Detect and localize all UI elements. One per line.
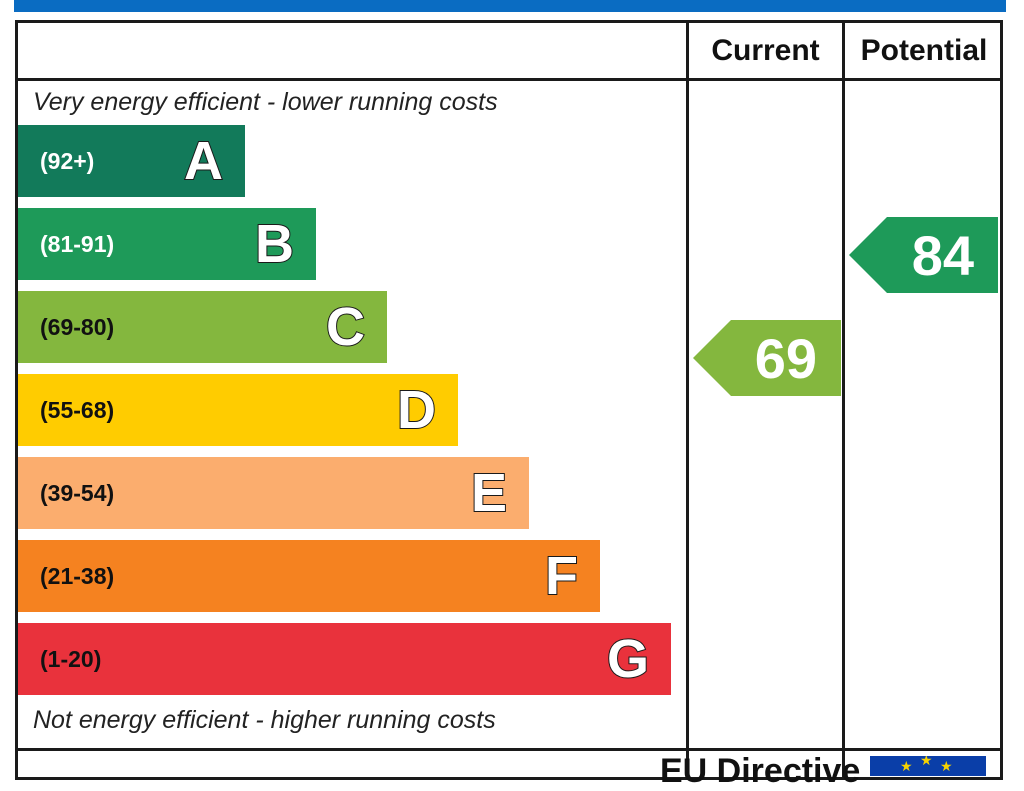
band-letter: A xyxy=(183,130,224,192)
eu-flag-icon: ★ ★ ★ xyxy=(870,756,986,776)
eu-star-icon: ★ xyxy=(900,758,913,774)
header-divider xyxy=(15,78,1003,81)
potential-rating-arrow: 84 xyxy=(849,217,998,293)
band-range-label: (1-20) xyxy=(40,646,102,672)
band-b: (81-91) B xyxy=(18,208,316,280)
eu-star-icon: ★ xyxy=(920,756,933,768)
band-c: (69-80) C xyxy=(18,291,387,363)
band-range-label: (21-38) xyxy=(40,563,115,589)
footer-eu-directive: EU Directive xyxy=(660,752,861,790)
band-letter: B xyxy=(254,213,295,275)
band-letter: F xyxy=(544,545,579,607)
top-color-bar xyxy=(14,0,1006,12)
band-e: (39-54) E xyxy=(18,457,529,529)
band-range-label: (69-80) xyxy=(40,314,115,340)
band-range-label: (39-54) xyxy=(40,480,115,506)
potential-column-divider xyxy=(842,20,845,780)
footer-divider xyxy=(15,748,1003,751)
band-g: (1-20) G xyxy=(18,623,671,695)
band-a: (92+) A xyxy=(18,125,245,197)
bottom-efficiency-note: Not energy efficient - higher running co… xyxy=(33,706,496,734)
top-efficiency-note: Very energy efficient - lower running co… xyxy=(33,88,498,116)
current-column-header: Current xyxy=(711,34,820,67)
potential-arrow-shape xyxy=(849,217,998,293)
band-f: (21-38) F xyxy=(18,540,600,612)
band-letter: G xyxy=(606,628,650,690)
band-range-label: (55-68) xyxy=(40,397,115,423)
band-letter: C xyxy=(325,296,366,358)
potential-rating-value: 84 xyxy=(911,223,974,287)
eu-star-icon: ★ xyxy=(940,758,953,774)
current-column-divider xyxy=(686,20,689,780)
band-letter: D xyxy=(396,379,437,441)
band-d: (55-68) D xyxy=(18,374,458,446)
band-letter: E xyxy=(470,462,508,524)
current-rating-arrow: 69 xyxy=(693,320,841,396)
current-arrow-shape xyxy=(693,320,841,396)
potential-column-header: Potential xyxy=(860,34,988,67)
band-range-label: (92+) xyxy=(40,148,95,174)
current-rating-value: 69 xyxy=(754,326,817,390)
band-range-label: (81-91) xyxy=(40,231,115,257)
